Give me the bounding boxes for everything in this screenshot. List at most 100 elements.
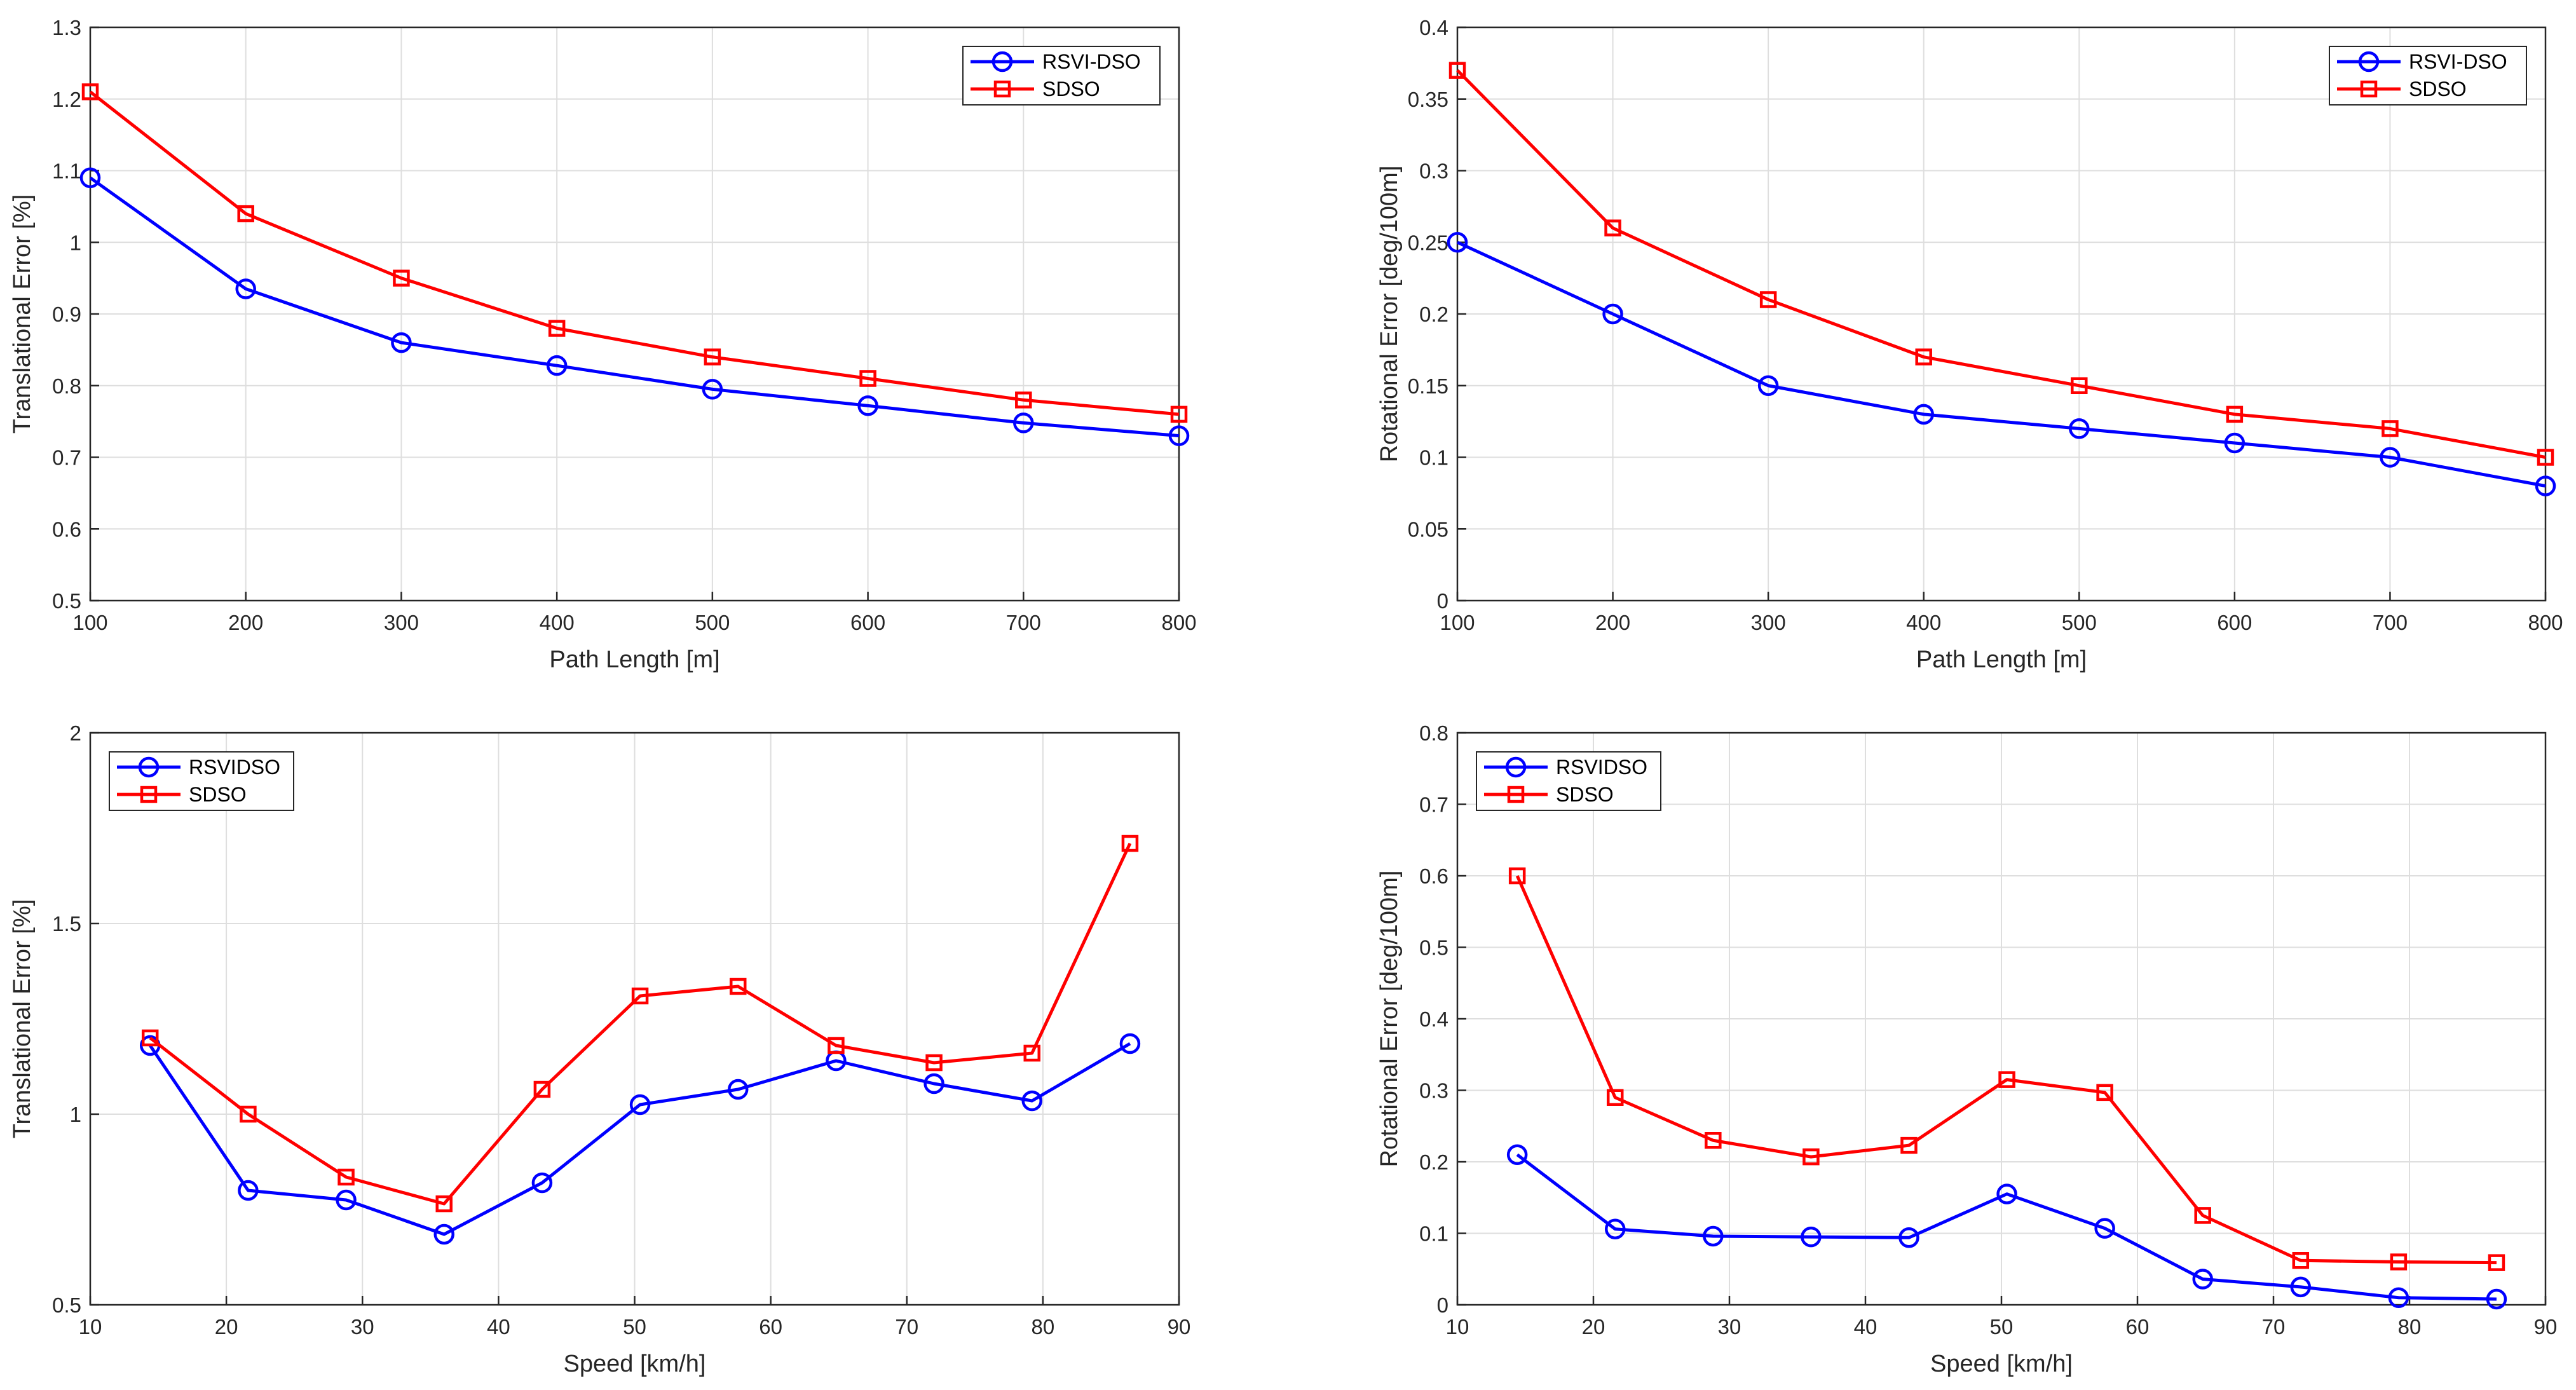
- x-tick-label: 90: [2534, 1315, 2558, 1339]
- legend-marker-sdso: [993, 80, 1011, 98]
- x-tick-label: 700: [1006, 611, 1041, 634]
- x-tick-label: 50: [623, 1315, 646, 1339]
- data-point-rsvidso: [2486, 1288, 2507, 1310]
- x-tick-label: 30: [1718, 1315, 1741, 1339]
- y-tick-label: 1.5: [52, 912, 81, 936]
- data-point-rsvidso: [1021, 1090, 1042, 1112]
- x-axis-label: Path Length [m]: [1916, 646, 2087, 673]
- data-point-sdso: [2382, 420, 2399, 437]
- x-tick-label: 40: [487, 1315, 510, 1339]
- data-point-sdso: [631, 987, 649, 1005]
- x-tick-label: 20: [215, 1315, 238, 1339]
- y-tick-label: 0: [1437, 589, 1448, 613]
- data-point-sdso: [237, 205, 254, 222]
- legend-label-sdso: SDSO: [1556, 783, 1614, 806]
- data-point-rsvidso: [629, 1094, 651, 1115]
- data-point-rsvi-dso: [1013, 412, 1034, 433]
- y-axis-label: Translational Error [%]: [9, 194, 36, 434]
- axes-frame: [89, 732, 1180, 1306]
- data-point-rsvidso: [1703, 1225, 1724, 1247]
- axes-frame: [89, 26, 1180, 602]
- data-point-rsvi-dso: [1447, 232, 1468, 253]
- data-point-rsvidso: [1801, 1226, 1822, 1248]
- data-point-sdso: [1998, 1071, 2015, 1088]
- x-axis-label: Path Length [m]: [549, 646, 719, 673]
- legend: RSVIDSO SDSO: [1476, 751, 1661, 811]
- data-point-sdso: [925, 1054, 943, 1072]
- data-point-rsvi-dso: [546, 355, 568, 376]
- x-tick-label: 600: [2217, 611, 2252, 634]
- data-point-sdso: [2096, 1084, 2113, 1101]
- x-tick-label: 70: [2262, 1315, 2286, 1339]
- data-point-rsvi-dso: [2069, 418, 2090, 439]
- y-tick-label: 0.6: [1419, 864, 1448, 888]
- data-point-sdso: [1759, 291, 1777, 308]
- panel-speed-translational: 10 20 30 40 50 60 70 80 90 0.5 1 1.5 2 Speed [km/h] Tr…: [9, 721, 1190, 1377]
- data-point-rsvidso: [923, 1073, 944, 1094]
- data-point-sdso: [1900, 1136, 1918, 1154]
- legend-marker-sdso: [2360, 80, 2378, 98]
- x-tick-label: 200: [228, 611, 263, 634]
- data-point-rsvi-dso: [2224, 432, 2245, 454]
- x-tick-label: 60: [759, 1315, 782, 1339]
- x-axis-label: Speed [km/h]: [564, 1351, 706, 1377]
- data-point-rsvi-dso: [702, 379, 723, 400]
- x-tick-label: 300: [1751, 611, 1786, 634]
- data-point-rsvi-dso: [2535, 475, 2556, 496]
- x-tick-label: 50: [1990, 1315, 2014, 1339]
- x-tick-label: 40: [1854, 1315, 1877, 1339]
- y-tick-label: 0.3: [1419, 1079, 1448, 1103]
- x-tick-label: 100: [72, 611, 107, 634]
- legend-label-rsvi-dso: RSVI-DSO: [1042, 50, 1141, 73]
- data-point-sdso: [2226, 405, 2244, 423]
- x-tick-label: 80: [2398, 1315, 2422, 1339]
- x-tick-label: 80: [1032, 1315, 1055, 1339]
- data-point-rsvi-dso: [391, 332, 412, 353]
- y-tick-label: 0.8: [1419, 721, 1448, 745]
- series-line-sdso: [89, 90, 1180, 416]
- x-tick-label: 400: [540, 611, 575, 634]
- y-tick-label: 0.4: [1419, 1007, 1448, 1031]
- y-tick-label: 0.8: [52, 374, 81, 398]
- data-point-sdso: [1915, 348, 1932, 365]
- x-tick-label: 20: [1582, 1315, 1605, 1339]
- legend-label-rsvidso: RSVIDSO: [1556, 756, 1647, 779]
- panel-path-translational: 100 200 300 400 500 600 700 800 0.5 0.6 0.7 0.8 0.9 1…: [9, 16, 1197, 673]
- legend-label-sdso: SDSO: [2409, 78, 2467, 100]
- y-tick-label: 0.5: [1419, 936, 1448, 960]
- data-point-rsvidso: [433, 1223, 454, 1245]
- data-point-rsvidso: [1119, 1033, 1141, 1054]
- y-axis-label: Translational Error [%]: [9, 899, 36, 1139]
- legend-label-sdso: SDSO: [189, 783, 247, 806]
- data-point-sdso: [2292, 1252, 2310, 1269]
- data-point-sdso: [1015, 392, 1032, 409]
- y-axis-label: Rotational Error [deg/100m]: [1376, 871, 1403, 1168]
- data-point-sdso: [337, 1168, 355, 1186]
- x-tick-label: 70: [895, 1315, 918, 1339]
- data-point-sdso: [1705, 1132, 1722, 1149]
- y-tick-label: 0.4: [1419, 16, 1448, 39]
- data-point-rsvi-dso: [857, 395, 878, 416]
- y-tick-label: 0: [1437, 1293, 1448, 1317]
- data-point-rsvidso: [336, 1189, 357, 1211]
- data-point-sdso: [2194, 1207, 2211, 1224]
- x-tick-label: 10: [79, 1315, 102, 1339]
- y-tick-label: 0.2: [1419, 303, 1448, 326]
- data-point-sdso: [533, 1080, 551, 1098]
- data-point-rsvidso: [2192, 1269, 2213, 1290]
- data-point-sdso: [1508, 867, 1526, 885]
- data-point-sdso: [1803, 1148, 1820, 1166]
- series-line-rsvi-dso: [89, 176, 1180, 438]
- data-point-rsvidso: [1506, 1144, 1528, 1165]
- x-tick-label: 300: [384, 611, 419, 634]
- data-point-sdso: [859, 370, 876, 387]
- data-point-rsvidso: [2290, 1276, 2312, 1298]
- legend-marker-rsvi-dso: [2358, 51, 2380, 72]
- series-line-rsvidso: [1516, 1153, 2497, 1301]
- legend-label-rsvidso: RSVIDSO: [189, 756, 280, 779]
- y-tick-label: 1.3: [52, 16, 81, 39]
- data-point-sdso: [704, 348, 721, 365]
- x-tick-label: 100: [1440, 611, 1475, 634]
- data-point-sdso: [1121, 835, 1139, 852]
- x-tick-label: 500: [2062, 611, 2097, 634]
